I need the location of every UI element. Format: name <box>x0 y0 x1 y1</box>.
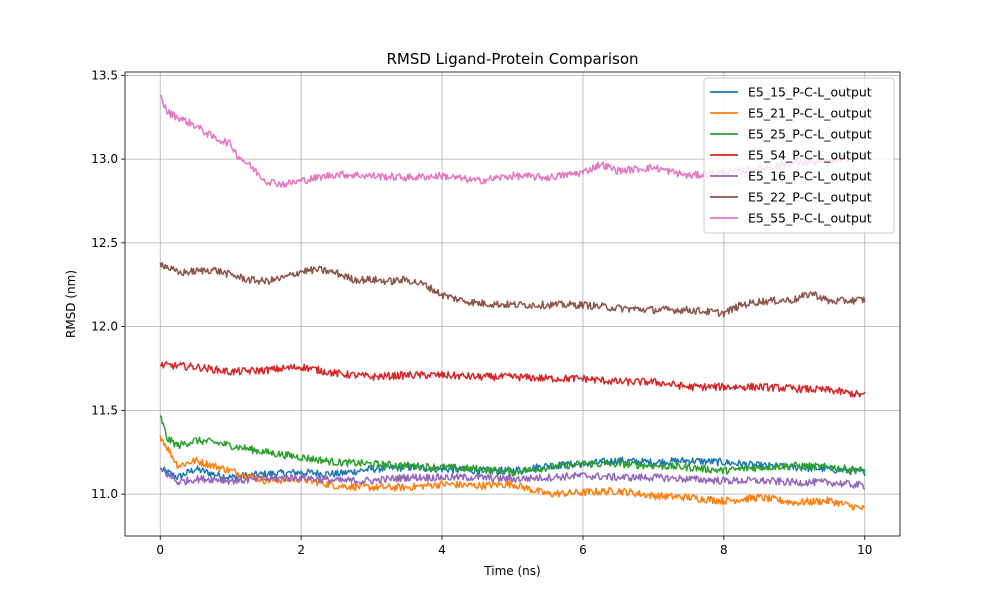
legend-label: E5_21_P-C-L_output <box>748 106 872 121</box>
legend-box <box>703 77 895 234</box>
legend-label: E5_16_P-C-L_output <box>748 169 872 184</box>
y-tick-label: 12.0 <box>91 320 118 334</box>
series-line-6 <box>159 261 866 318</box>
y-axis-label: RMSD (nm) <box>64 270 78 338</box>
x-tick-label: 10 <box>857 543 872 557</box>
y-axis: 11.0 11.5 12.0 12.5 13.0 13.5 <box>91 68 125 501</box>
legend: E5_15_P-C-L_output E5_21_P-C-L_output E5_2… <box>703 77 895 234</box>
x-axis-label: Time (ns) <box>483 564 540 578</box>
legend-label: E5_22_P-C-L_output <box>748 190 872 205</box>
y-tick-label: 13.5 <box>91 68 118 82</box>
x-tick-label: 2 <box>297 543 305 557</box>
chart-title: RMSD Ligand-Protein Comparison <box>386 50 638 68</box>
legend-label: E5_55_P-C-L_output <box>748 211 872 226</box>
legend-label: E5_54_P-C-L_output <box>748 148 872 163</box>
y-tick-label: 13.0 <box>91 152 118 166</box>
y-tick-label: 12.5 <box>91 236 118 250</box>
y-tick-label: 11.5 <box>91 403 118 417</box>
legend-label: E5_25_P-C-L_output <box>748 127 872 142</box>
series-line-5 <box>160 468 866 490</box>
series-line-2 <box>159 435 865 511</box>
x-tick-label: 8 <box>720 543 728 557</box>
legend-label: E5_15_P-C-L_output <box>748 85 872 100</box>
x-tick-label: 4 <box>438 543 446 557</box>
series-line-3 <box>159 414 866 477</box>
x-tick-label: 0 <box>156 543 164 557</box>
y-tick-label: 11.0 <box>91 487 118 501</box>
plot-frame <box>124 71 901 537</box>
series-line-4 <box>159 360 866 398</box>
x-axis: 0 2 4 6 8 10 <box>156 536 872 557</box>
x-tick-label: 6 <box>579 543 587 557</box>
